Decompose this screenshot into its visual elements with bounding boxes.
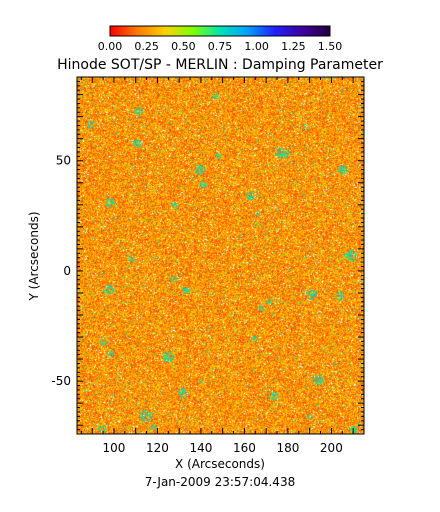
colorbar: 0.00 0.25 0.50 0.75 1.00 1.25 1.50: [98, 25, 343, 53]
x-tick-labels: 100 120 140 160 180 200: [103, 441, 343, 455]
colorbar-tick-label: 1.25: [281, 40, 306, 53]
plot-area: [76, 76, 365, 435]
colorbar-tick-label: 0.50: [171, 40, 196, 53]
plot-frame: [76, 76, 365, 435]
heatmap-image: [77, 77, 364, 434]
y-tick-label: 0: [63, 264, 71, 278]
x-tick-label: 160: [233, 441, 256, 455]
x-tick-label: 140: [189, 441, 212, 455]
colorbar-tick-label: 1.00: [244, 40, 269, 53]
colorbar-tick-labels: 0.00 0.25 0.50 0.75 1.00 1.25 1.50: [98, 40, 343, 53]
y-tick-label: 50: [56, 154, 71, 168]
y-axis-label: Y (Arcseconds): [27, 211, 41, 301]
observation-timestamp: 7-Jan-2009 23:57:04.438: [145, 475, 295, 489]
x-tick-label: 100: [103, 441, 126, 455]
y-tick-labels: -50 0 50: [51, 154, 71, 388]
x-tick-label: 120: [146, 441, 169, 455]
colorbar-gradient: [109, 25, 331, 37]
colorbar-tick-label: 0.00: [98, 40, 123, 53]
colorbar-tick-label: 0.75: [208, 40, 233, 53]
x-axis-label: X (Arcseconds): [175, 457, 265, 471]
colorbar-tick-label: 0.25: [134, 40, 159, 53]
axis-ticks: [77, 76, 365, 435]
x-tick-label: 200: [320, 441, 343, 455]
y-tick-label: -50: [51, 374, 71, 388]
x-tick-label: 180: [276, 441, 299, 455]
chart-title: Hinode SOT/SP - MERLIN : Damping Paramet…: [57, 57, 383, 73]
colorbar-tick-label: 1.50: [318, 40, 343, 53]
